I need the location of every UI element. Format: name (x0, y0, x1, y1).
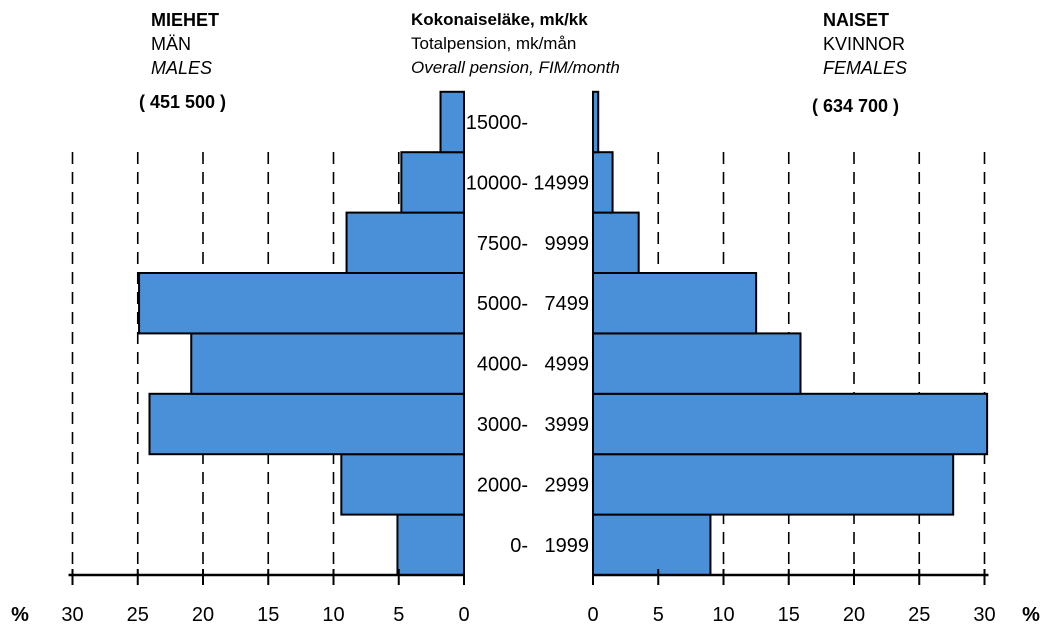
male-bar-6 (400, 151, 465, 214)
left-tick-label-15: 15 (257, 604, 279, 626)
category-upper-1: 2999 (545, 474, 590, 496)
category-upper-2: 3999 (545, 414, 590, 436)
category-upper-6: 14999 (533, 172, 589, 194)
left-tick-label-30: 30 (61, 604, 83, 626)
tick-labels: 30 25 20 15 10 5 0 0 5 10 15 20 25 30%% (11, 604, 1040, 626)
male-bar-1 (340, 453, 465, 516)
female-bar-4 (592, 272, 758, 335)
title-line-fi: Kokonaiseläke, mk/kk (411, 10, 588, 29)
title-line-en: Overall pension, FIM/month (411, 58, 620, 77)
left-tick-label-25: 25 (127, 604, 149, 626)
axes (68, 569, 989, 585)
left-tick-label-20: 20 (192, 604, 214, 626)
males-label-sv: MÄN (151, 34, 191, 54)
female-bar-6 (592, 151, 614, 214)
right-unit-label: % (1022, 604, 1040, 626)
category-lower-1: 2000- (477, 474, 528, 496)
male-bar-5 (345, 211, 465, 275)
male-bar-4 (138, 272, 465, 335)
male-bar-7 (439, 90, 466, 154)
male-bar-2 (148, 392, 465, 456)
females-label-en: FEMALES (823, 58, 908, 78)
category-lower-4: 5000- (477, 293, 528, 315)
female-bar-0 (592, 513, 712, 576)
left-tick-label-5: 5 (393, 604, 404, 626)
males-label-en: MALES (151, 58, 213, 78)
category-lower-2: 3000- (477, 414, 528, 436)
chart-title: Kokonaiseläke, mk/kk Totalpension, mk/må… (411, 8, 620, 80)
left-tick-label-0: 0 (458, 604, 469, 626)
category-labels: 0- 1999 2000- 2999 3000- 3999 4000- 4999 5000- 74… (466, 112, 589, 557)
category-lower-6: 10000- (466, 172, 528, 194)
female-bar-1 (592, 453, 955, 516)
category-upper-4: 7499 (545, 293, 590, 315)
males-header: MIEHET MÄN MALES (151, 8, 219, 80)
female-bar-2 (592, 392, 989, 456)
right-tick-label-25: 25 (908, 604, 930, 626)
males-total: ( 451 500 ) (139, 92, 227, 112)
females-label-fi: NAISET (823, 10, 890, 30)
male-bar-3 (190, 332, 465, 395)
right-tick-label-0: 0 (587, 604, 598, 626)
bars (138, 90, 989, 576)
left-unit-label: % (11, 604, 29, 626)
females-total: ( 634 700 ) (812, 96, 900, 116)
female-bar-3 (592, 332, 802, 395)
males-label-fi: MIEHET (151, 10, 220, 30)
category-lower-0: 0- (510, 535, 528, 557)
left-tick-label-10: 10 (322, 604, 344, 626)
right-tick-label-20: 20 (843, 604, 865, 626)
females-header: NAISET KVINNOR FEMALES (823, 8, 907, 80)
category-upper-3: 4999 (545, 354, 590, 376)
category-lower-5: 7500- (477, 233, 528, 255)
category-upper-0: 1999 (545, 535, 590, 557)
female-bar-7 (592, 90, 600, 154)
category-lower-7: 15000- (466, 112, 528, 134)
male-bar-0 (396, 513, 466, 576)
females-label-sv: KVINNOR (823, 34, 906, 54)
category-lower-3: 4000- (477, 354, 528, 376)
female-bar-5 (592, 211, 640, 275)
right-tick-label-30: 30 (973, 604, 995, 626)
right-tick-label-10: 10 (712, 604, 734, 626)
category-upper-5: 9999 (545, 233, 590, 255)
right-tick-label-5: 5 (653, 604, 664, 626)
right-tick-label-15: 15 (778, 604, 800, 626)
title-line-sv: Totalpension, mk/mån (411, 34, 577, 53)
